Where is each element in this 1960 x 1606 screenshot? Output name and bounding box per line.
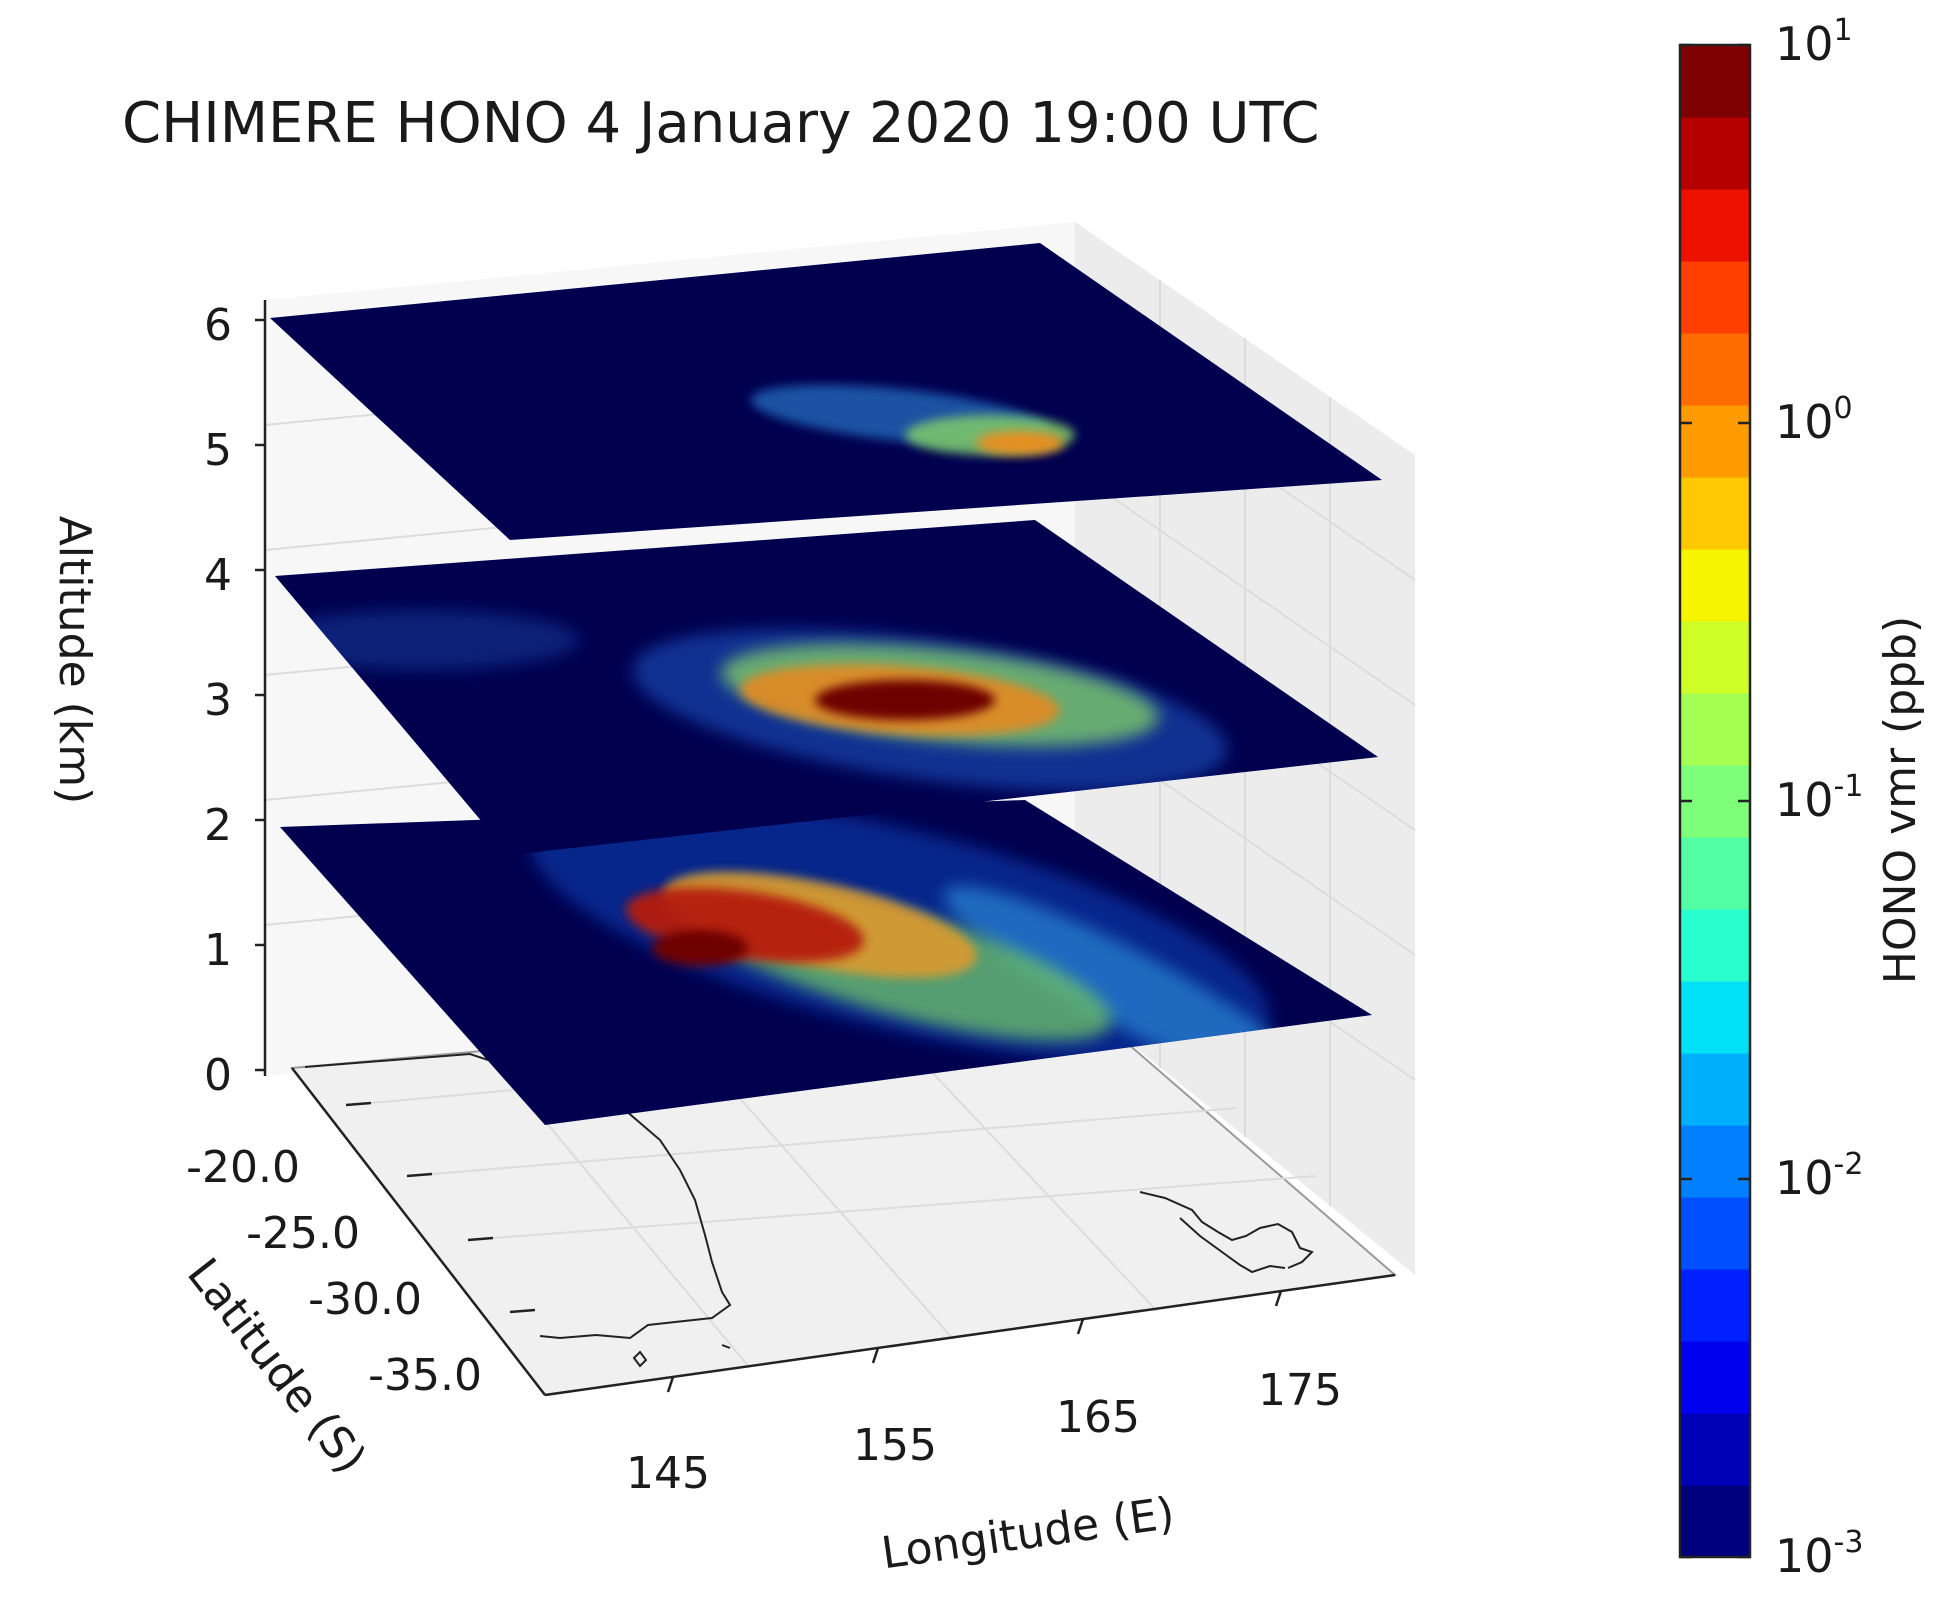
z-tick-2: 2 [204,800,232,851]
tasmania-coastline [632,1350,648,1368]
z-tick-4: 4 [204,550,232,601]
colorbar-cell [1680,549,1750,622]
latitude-axis [291,1067,546,1396]
colorbar-cell [1680,1341,1750,1414]
colorbar-cell [1680,693,1750,766]
x-tick-1: 155 [853,1420,937,1471]
longitude-axis [544,1273,1396,1397]
colorbar-tick-label-2: 10-1 [1775,769,1863,827]
z-tick-1: 1 [204,925,232,976]
layer-6km-core-orange [976,431,1064,455]
colorbar-cell [1680,1053,1750,1126]
colorbar-cell [1680,405,1750,478]
z-axis-label: Altitude (km) [49,516,100,805]
colorbar-cell [1680,477,1750,550]
chart-title: CHIMERE HONO 4 January 2020 19:00 UTC [122,91,1320,156]
colorbar-cell [1680,117,1750,190]
colorbar-cell [1680,1269,1750,1342]
colorbar-tick-label-4: 101 [1775,13,1853,71]
colorbar-cell [1680,909,1750,982]
colorbar-cell [1680,1197,1750,1270]
colorbar-cell [1680,45,1750,118]
x-tick-2: 165 [1056,1392,1140,1443]
x-tick-0: 145 [626,1448,710,1499]
colorbar-tick-label-0: 10-3 [1775,1525,1863,1583]
colorbar-cell [1680,333,1750,406]
layer-4km-core-dark [815,680,995,720]
colorbar-tick-label-3: 100 [1775,391,1853,449]
new-zealand-coastline-south [1179,1217,1286,1274]
colorbar-cell [1680,1413,1750,1486]
colorbar-tick-label-1: 10-2 [1775,1147,1863,1205]
colorbar-cell [1680,837,1750,910]
colorbar-label: HONO vmr (ppb) [1875,616,1926,984]
colorbar-ticks [1680,43,1750,1559]
altitude-axis [255,300,267,1076]
y-tick-0: -20.0 [186,1142,300,1193]
x-tick-3: 175 [1258,1365,1342,1416]
colorbar-cell [1680,1485,1750,1558]
colorbar-cell [1680,261,1750,334]
new-zealand-coastline-north [1139,1191,1314,1269]
colorbar [1678,43,1752,1559]
colorbar-cell [1680,621,1750,694]
layer-6km [270,243,1382,540]
coast-fragment [721,1344,731,1349]
colorbar-cell [1680,189,1750,262]
colorbar-cell [1680,981,1750,1054]
z-tick-6: 6 [204,300,232,351]
colorbar-cells [1680,45,1750,1558]
z-tick-3: 3 [204,675,232,726]
y-tick-2: -30.0 [308,1274,422,1325]
colorbar-cell [1680,1125,1750,1198]
x-axis-label: Longitude (E) [878,1488,1177,1580]
z-tick-0: 0 [204,1050,232,1101]
layer-2km-core-dark [652,930,748,966]
y-tick-3: -35.0 [368,1350,482,1401]
layer-4km [275,520,1378,855]
z-tick-5: 5 [204,425,232,476]
y-tick-1: -25.0 [246,1208,360,1259]
